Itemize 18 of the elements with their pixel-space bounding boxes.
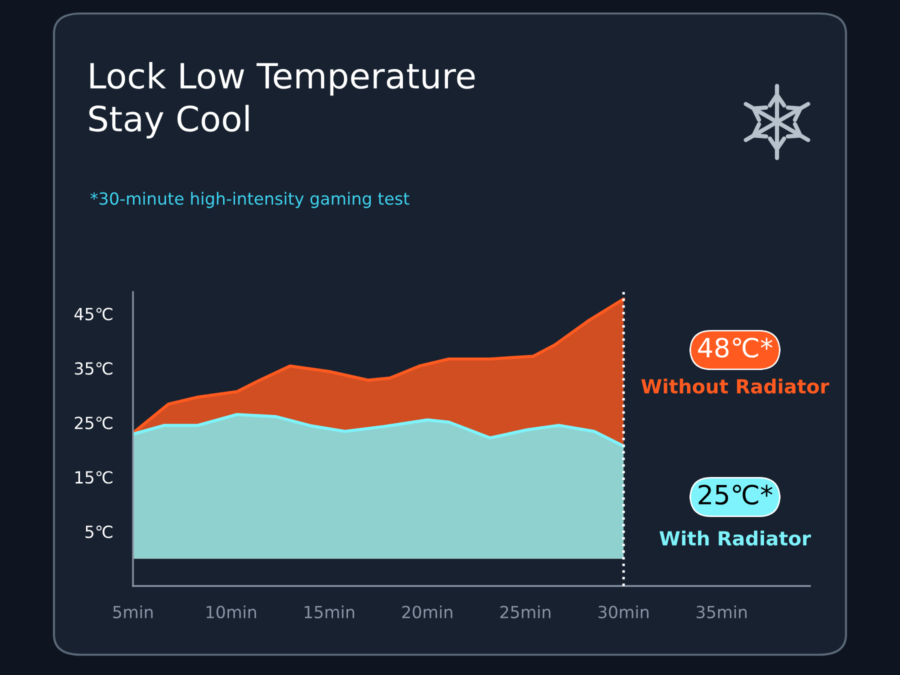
x-tick-label: 5min — [113, 605, 153, 618]
annotation: 48℃* — [698, 338, 772, 358]
y-tick-label: 35℃ — [74, 362, 112, 375]
chart-subtitle: *30-minute high-intensity gaming test — [90, 192, 410, 208]
annotation: 25℃* — [698, 484, 772, 505]
x-tick-label: 15min — [304, 605, 354, 618]
x-tick-label: 10min — [206, 605, 256, 618]
x-tick-label: 35min — [696, 605, 747, 618]
x-tick-label: 25min — [500, 605, 550, 618]
chart-title: Lock Low Temperature Stay Cool — [89, 62, 475, 138]
legend-label: With Radiator — [660, 530, 811, 546]
y-tick-label: 15℃ — [75, 471, 112, 484]
legend-label: Without Radiator — [641, 378, 830, 394]
y-tick-label: 5℃ — [86, 526, 112, 538]
x-tick-label: 20min — [402, 605, 452, 618]
x-tick-label: 30min — [598, 605, 648, 618]
y-tick-label: 45℃ — [74, 308, 112, 320]
y-tick-label: 25℃ — [74, 416, 112, 430]
